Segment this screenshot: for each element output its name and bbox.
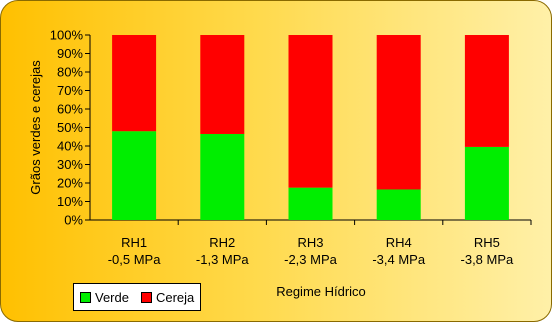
- legend-swatch-verde: [80, 291, 91, 303]
- x-category-label: -0,5 MPa: [108, 252, 162, 267]
- x-category-label: -2,3 MPa: [284, 252, 338, 267]
- bar-verde-2: [288, 187, 333, 220]
- bar-cereja-1: [200, 35, 245, 134]
- bar-verde-4: [464, 146, 509, 220]
- x-category-label: RH1: [121, 235, 147, 250]
- bar-verde-0: [112, 131, 157, 220]
- legend-swatch-cereja: [140, 291, 152, 303]
- y-tick-label: 90%: [57, 46, 83, 61]
- bar-cereja-2: [288, 35, 333, 188]
- x-category-label: RH4: [386, 235, 412, 250]
- x-category-label: -3,4 MPa: [372, 252, 426, 267]
- x-category-label: RH3: [297, 235, 323, 250]
- y-tick-label: 70%: [57, 83, 83, 98]
- y-tick-label: 80%: [57, 65, 83, 80]
- legend: Verde Cereja: [73, 283, 202, 311]
- y-tick-label: 40%: [57, 139, 83, 154]
- x-category-label: -3,8 MPa: [461, 252, 515, 267]
- x-category-label: RH5: [474, 235, 500, 250]
- bar-verde-3: [376, 189, 421, 220]
- y-tick-label: 30%: [57, 157, 83, 172]
- legend-label-verde: Verde: [95, 289, 129, 305]
- y-axis-title: Grãos verdes e cerejas: [28, 60, 43, 195]
- legend-item-verde: Verde: [80, 290, 129, 305]
- legend-item-cereja: Cereja: [140, 289, 195, 305]
- bar-cereja-4: [464, 35, 509, 147]
- y-tick-label: 10%: [57, 194, 83, 209]
- bar-verde-1: [200, 133, 245, 220]
- y-tick-label: 50%: [57, 120, 83, 135]
- x-category-label: -1,3 MPa: [196, 252, 250, 267]
- x-axis-title: Regime Hídrico: [276, 284, 366, 299]
- x-category-label: RH2: [209, 235, 235, 250]
- bar-cereja-0: [112, 35, 157, 132]
- y-tick-label: 20%: [57, 176, 83, 191]
- legend-label-cereja: Cereja: [155, 289, 195, 305]
- bar-cereja-3: [376, 35, 421, 190]
- y-tick-label: 0%: [64, 213, 83, 228]
- y-tick-label: 100%: [50, 28, 84, 43]
- y-tick-label: 60%: [57, 102, 83, 117]
